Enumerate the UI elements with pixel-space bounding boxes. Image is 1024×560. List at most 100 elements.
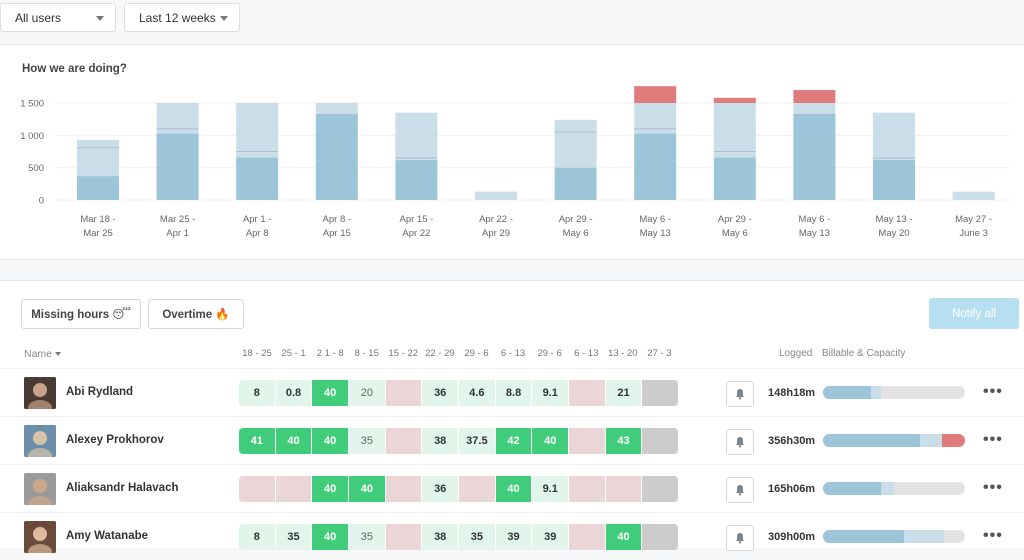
period-filter-dropdown[interactable]: Last 12 weeks (124, 3, 240, 32)
week-hours-cell[interactable]: 36 (422, 476, 459, 502)
week-hours-cell[interactable]: 42 (495, 428, 532, 454)
logged-hours: 309h00m (768, 531, 816, 543)
more-options-icon[interactable]: ••• (983, 431, 1003, 448)
user-name[interactable]: Amy Watanabe (66, 530, 149, 542)
bar-segment (156, 103, 199, 134)
billable-segment (823, 482, 882, 495)
week-hours-cell[interactable] (569, 476, 605, 502)
week-hours-cell[interactable] (569, 380, 605, 406)
user-name[interactable]: Abi Rydland (66, 386, 134, 398)
week-hours-cell[interactable]: 21 (605, 380, 642, 406)
x-tick-label: Apr 8 - (323, 214, 352, 225)
notify-user-button[interactable] (726, 525, 754, 551)
week-hours-cell[interactable]: 40 (532, 428, 569, 454)
week-hours-cell[interactable]: 40 (312, 524, 349, 550)
bar-segment (634, 133, 677, 200)
week-hours-cell[interactable]: 0.8 (275, 380, 312, 406)
notify-user-button[interactable] (726, 381, 754, 407)
week-hours-cell[interactable]: 38 (422, 524, 459, 550)
week-hours-cell[interactable]: 35 (349, 428, 385, 454)
week-hours-cell[interactable]: 9.1 (532, 380, 569, 406)
week-hours-cell[interactable]: 8 (239, 524, 275, 550)
name-column-header[interactable]: Name (24, 348, 62, 360)
users-filter-dropdown[interactable]: All users (0, 3, 116, 32)
table-row[interactable]: Alexey Prokhorov 41 40 40 35 38 37.5 42 40 43 356h… (0, 416, 1024, 464)
week-hours-cell[interactable] (642, 524, 678, 550)
bar-segment (77, 139, 119, 177)
bar-segment (554, 167, 597, 200)
y-tick-label: 500 (28, 163, 44, 174)
week-hours-cell[interactable]: 41 (239, 428, 275, 454)
table-row[interactable]: Amy Watanabe 8 35 40 35 38 35 39 39 40 309h00m ••• (0, 512, 1024, 560)
week-hours-cell[interactable]: 40 (605, 524, 642, 550)
week-hours-cell[interactable]: 40 (349, 476, 385, 502)
x-tick-label: Apr 1 - (243, 214, 272, 225)
week-hours-cell[interactable]: 8 (239, 380, 275, 406)
week-hours-cell[interactable]: 9.1 (532, 476, 569, 502)
bar-segment (634, 103, 677, 134)
week-hours-cell[interactable]: 40 (275, 428, 312, 454)
x-tick-label: May 6 (722, 228, 748, 239)
notify-user-button[interactable] (726, 429, 754, 455)
week-hours-cell[interactable]: 43 (605, 428, 642, 454)
x-tick-label: Apr 15 - (400, 214, 434, 225)
week-hours-cell[interactable] (569, 428, 605, 454)
week-hours-cell[interactable] (385, 428, 422, 454)
week-hours-cell[interactable]: 40 (495, 476, 532, 502)
x-tick-label: May 6 (563, 228, 589, 239)
week-hours-cell[interactable]: 35 (349, 524, 385, 550)
week-hours-cell[interactable] (569, 524, 605, 550)
week-hours-cell[interactable]: 40 (312, 428, 349, 454)
week-hours-cell[interactable] (642, 428, 678, 454)
billable-capacity-column-header: Billable & Capacity (822, 348, 906, 359)
week-hours-cell[interactable]: 40 (312, 380, 349, 406)
week-hours-cell[interactable]: 35 (275, 524, 312, 550)
week-hours-cell[interactable]: 40 (312, 476, 349, 502)
week-hours-cell[interactable] (385, 524, 422, 550)
x-tick-label: Apr 22 - (479, 214, 513, 225)
week-hours-cell[interactable]: 20 (349, 380, 385, 406)
week-hours-cell[interactable]: 39 (532, 524, 569, 550)
chart-title: How we are doing? (22, 63, 127, 75)
week-hours-cell[interactable]: 39 (495, 524, 532, 550)
week-hours-strip: 8 0.8 40 20 36 4.6 8.8 9.1 21 (239, 380, 678, 406)
bar-segment (713, 157, 756, 200)
week-hours-cell[interactable]: 8.8 (495, 380, 532, 406)
bell-icon (736, 485, 744, 496)
week-hours-cell[interactable]: 36 (422, 380, 459, 406)
billable-capacity-bar (823, 386, 965, 399)
period-filter-label: Last 12 weeks (139, 10, 216, 25)
x-tick-label: Apr 8 (246, 228, 269, 239)
week-hours-cell[interactable]: 38 (422, 428, 459, 454)
week-hours-cell[interactable] (385, 476, 422, 502)
week-hours-cell[interactable] (605, 476, 642, 502)
x-tick-label: Apr 15 (323, 228, 351, 239)
bell-icon (736, 533, 744, 544)
table-row[interactable]: Abi Rydland 8 0.8 40 20 36 4.6 8.8 9.1 21 148h18m •… (0, 368, 1024, 416)
notify-user-button[interactable] (726, 477, 754, 503)
y-tick-label: 1 000 (20, 131, 44, 142)
week-hours-cell[interactable] (642, 380, 678, 406)
week-hours-cell[interactable]: 37.5 (459, 428, 495, 454)
week-hours-cell[interactable] (459, 476, 495, 502)
week-hours-cell[interactable] (385, 380, 422, 406)
more-options-icon[interactable]: ••• (983, 527, 1003, 544)
sort-caret-icon (55, 352, 62, 356)
more-options-icon[interactable]: ••• (983, 479, 1003, 496)
week-hours-cell[interactable]: 4.6 (459, 380, 495, 406)
table-row[interactable]: Aliaksandr Halavach 40 40 36 40 9.1 165h06m ••• (0, 464, 1024, 512)
missing-hours-button[interactable]: Missing hours 😴 (21, 299, 141, 329)
bar-segment (77, 176, 119, 200)
week-hours-cell[interactable] (239, 476, 275, 502)
overtime-button[interactable]: Overtime 🔥 (148, 299, 244, 329)
x-tick-label: Apr 29 - (718, 214, 752, 225)
notify-all-button[interactable]: Notify all (929, 298, 1019, 329)
user-name[interactable]: Alexey Prokhorov (66, 434, 164, 446)
week-hours-cell[interactable] (642, 476, 678, 502)
name-header-label: Name (24, 348, 53, 360)
logged-hours: 148h18m (768, 387, 816, 399)
user-name[interactable]: Aliaksandr Halavach (66, 482, 179, 494)
more-options-icon[interactable]: ••• (983, 383, 1003, 400)
week-hours-cell[interactable]: 35 (459, 524, 495, 550)
week-hours-cell[interactable] (275, 476, 312, 502)
